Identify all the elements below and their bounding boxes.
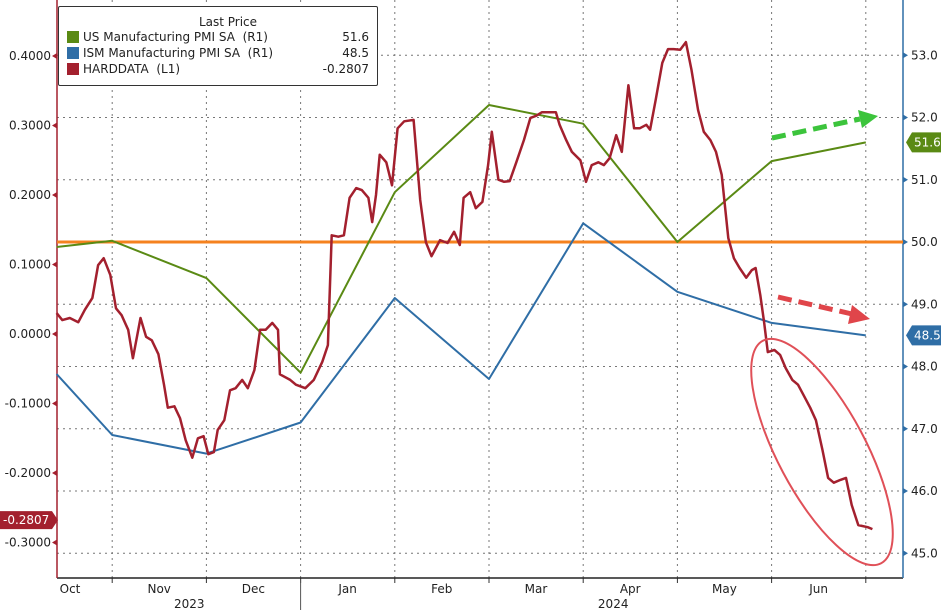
month-label: Jan bbox=[337, 582, 357, 596]
badge-us-pmi-bg bbox=[906, 132, 941, 153]
right-tick-label: 51.0 bbox=[911, 173, 938, 187]
legend-swatch bbox=[67, 31, 79, 43]
highlight-ellipse bbox=[750, 337, 894, 567]
tick-arrow-icon bbox=[903, 425, 908, 432]
month-label: Apr bbox=[620, 582, 641, 596]
legend-axis: (R1) bbox=[242, 30, 268, 44]
right-tick-label: 45.0 bbox=[911, 546, 938, 560]
legend-label: HARDDATA bbox=[83, 62, 149, 76]
legend-item-us-pmi: US Manufacturing PMI SA (R1) 51.6 bbox=[59, 29, 377, 45]
year-label: 2024 bbox=[598, 597, 629, 610]
series-harddata bbox=[55, 40, 873, 531]
badge-ism-pmi: 48.5 bbox=[914, 328, 941, 342]
badge-us-pmi: 51.6 bbox=[914, 135, 941, 149]
series-ism-pmi bbox=[55, 222, 866, 455]
tick-arrow-icon bbox=[52, 192, 57, 198]
tick-arrow-icon bbox=[903, 301, 908, 308]
legend-axis: (R1) bbox=[247, 46, 274, 60]
month-label: Dec bbox=[242, 582, 265, 596]
arrow-head-icon bbox=[848, 305, 870, 324]
right-tick-label: 49.0 bbox=[911, 297, 938, 311]
legend-label: US Manufacturing PMI SA bbox=[83, 30, 235, 44]
left-tick-label: 0.0000 bbox=[9, 327, 51, 341]
month-label: Feb bbox=[431, 582, 452, 596]
left-tick-label: 0.1000 bbox=[9, 258, 51, 272]
month-label: Oct bbox=[60, 582, 81, 596]
right-tick-label: 47.0 bbox=[911, 422, 938, 436]
tick-arrow-icon bbox=[903, 52, 908, 59]
legend-swatch bbox=[67, 63, 79, 75]
legend-value: 48.5 bbox=[342, 46, 369, 60]
right-tick-label: 53.0 bbox=[911, 48, 938, 62]
right-tick-label: 50.0 bbox=[911, 235, 938, 249]
month-label: Jun bbox=[808, 582, 828, 596]
left-tick-label: 0.3000 bbox=[9, 119, 51, 133]
month-label: May bbox=[712, 582, 737, 596]
tick-arrow-icon bbox=[52, 470, 57, 476]
tick-arrow-icon bbox=[903, 176, 908, 183]
arrow-head-icon bbox=[858, 110, 878, 128]
badge-harddata-bg bbox=[0, 511, 58, 530]
month-label: Mar bbox=[525, 582, 548, 596]
tick-arrow-icon bbox=[52, 331, 57, 337]
legend: Last Price US Manufacturing PMI SA (R1) 5… bbox=[58, 6, 378, 86]
legend-title: Last Price bbox=[198, 15, 258, 29]
tick-arrow-icon bbox=[903, 239, 908, 245]
tick-arrow-icon bbox=[903, 114, 908, 121]
month-label: Nov bbox=[147, 582, 170, 596]
legend-item-harddata: HARDDATA (L1) -0.2807 bbox=[59, 61, 377, 77]
tick-arrow-icon bbox=[52, 122, 57, 129]
left-tick-label: -0.3000 bbox=[5, 536, 51, 550]
legend-value: 51.6 bbox=[342, 30, 369, 44]
tick-arrow-icon bbox=[903, 488, 908, 494]
tick-arrow-icon bbox=[52, 400, 57, 407]
red-dashed-arrow bbox=[777, 294, 853, 317]
legend-label: ISM Manufacturing PMI SA bbox=[83, 46, 241, 60]
left-tick-label: 0.4000 bbox=[9, 49, 51, 63]
legend-value: -0.2807 bbox=[322, 62, 369, 76]
year-label: 2023 bbox=[174, 597, 205, 610]
left-tick-label: 0.2000 bbox=[9, 188, 51, 202]
tick-arrow-icon bbox=[903, 550, 908, 557]
right-tick-label: 52.0 bbox=[911, 111, 938, 125]
left-tick-label: -0.2000 bbox=[5, 466, 51, 480]
right-tick-label: 46.0 bbox=[911, 484, 938, 498]
badge-harddata: -0.2807 bbox=[3, 513, 49, 527]
badge-ism-pmi-bg bbox=[906, 325, 941, 346]
tick-arrow-icon bbox=[52, 539, 57, 546]
tick-arrow-icon bbox=[903, 363, 908, 370]
legend-swatch bbox=[67, 47, 79, 59]
tick-arrow-icon bbox=[52, 53, 57, 59]
legend-item-ism-pmi: ISM Manufacturing PMI SA (R1) 48.5 bbox=[59, 45, 377, 61]
legend-axis: (L1) bbox=[156, 62, 181, 76]
left-tick-label: -0.1000 bbox=[5, 397, 51, 411]
green-dashed-arrow bbox=[771, 116, 861, 141]
right-tick-label: 48.0 bbox=[911, 360, 938, 374]
tick-arrow-icon bbox=[52, 261, 57, 268]
